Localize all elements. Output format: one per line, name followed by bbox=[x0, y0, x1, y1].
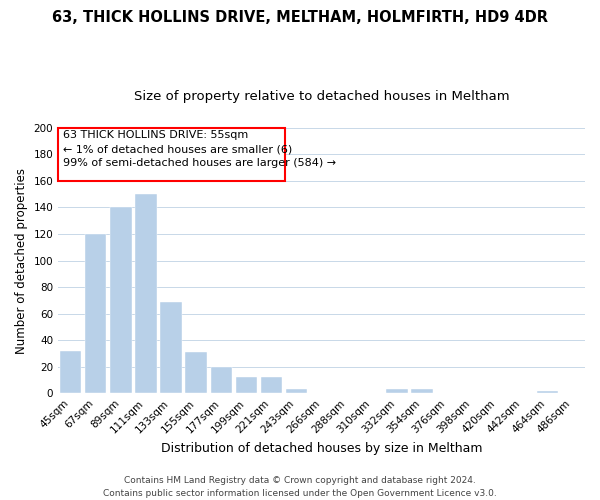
Bar bbox=[411, 390, 433, 394]
Bar bbox=[60, 351, 82, 394]
Bar bbox=[185, 352, 207, 394]
Bar bbox=[136, 194, 157, 394]
Bar bbox=[286, 390, 307, 394]
Title: Size of property relative to detached houses in Meltham: Size of property relative to detached ho… bbox=[134, 90, 509, 103]
Bar bbox=[211, 367, 232, 394]
Text: 63, THICK HOLLINS DRIVE, MELTHAM, HOLMFIRTH, HD9 4DR: 63, THICK HOLLINS DRIVE, MELTHAM, HOLMFI… bbox=[52, 10, 548, 25]
Y-axis label: Number of detached properties: Number of detached properties bbox=[15, 168, 28, 354]
Text: Contains HM Land Registry data © Crown copyright and database right 2024.
Contai: Contains HM Land Registry data © Crown c… bbox=[103, 476, 497, 498]
Bar bbox=[386, 390, 407, 394]
X-axis label: Distribution of detached houses by size in Meltham: Distribution of detached houses by size … bbox=[161, 442, 482, 455]
Bar bbox=[261, 378, 282, 394]
Text: 63 THICK HOLLINS DRIVE: 55sqm
← 1% of detached houses are smaller (6)
99% of sem: 63 THICK HOLLINS DRIVE: 55sqm ← 1% of de… bbox=[64, 130, 337, 168]
Bar bbox=[85, 234, 106, 394]
Bar bbox=[160, 302, 182, 394]
Bar bbox=[110, 208, 131, 394]
Bar bbox=[537, 390, 558, 394]
FancyBboxPatch shape bbox=[58, 128, 285, 181]
Bar bbox=[236, 378, 257, 394]
